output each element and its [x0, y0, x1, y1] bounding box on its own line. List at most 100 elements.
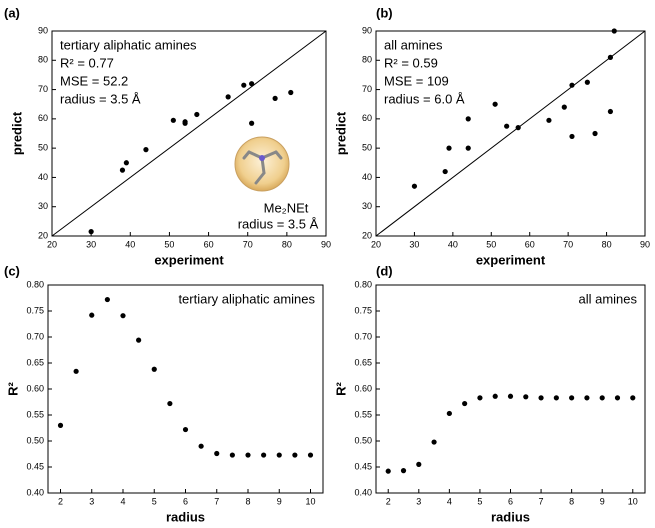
y-tick-label: 0.65	[26, 357, 44, 367]
data-point	[507, 393, 514, 399]
y-tick-label: 0.40	[26, 487, 44, 497]
x-tick-label: 90	[640, 239, 650, 249]
y-axis-label: R²	[5, 381, 20, 395]
molecule-inset	[234, 136, 290, 192]
annotation: radius = 6.0 Å	[384, 91, 465, 106]
x-tick-label: 8	[245, 496, 250, 506]
data-point	[569, 395, 575, 401]
x-tick-label: 3	[89, 496, 94, 506]
y-tick-label: 0.45	[354, 461, 372, 471]
y-tick-label: 40	[38, 172, 48, 182]
plot-frame	[375, 284, 646, 494]
annotation: R² = 0.77	[60, 55, 114, 70]
data-point	[477, 395, 483, 401]
data-point	[307, 452, 314, 458]
y-tick-label: 70	[38, 84, 48, 94]
y-tick-label: 0.40	[354, 487, 372, 497]
y-tick-label: 0.60	[354, 383, 372, 393]
annotation: R² = 0.59	[384, 55, 438, 70]
y-tick-label: 0.50	[354, 435, 372, 445]
x-tick-label: 2	[58, 496, 63, 506]
y-tick-label: 20	[362, 230, 372, 240]
data-point	[584, 395, 590, 401]
x-tick-label: 10	[628, 496, 638, 506]
y-tick-label: 0.45	[26, 461, 44, 471]
reference-diagonal	[51, 30, 327, 237]
data-point	[136, 337, 142, 343]
x-tick-label: 3	[416, 496, 421, 506]
data-point	[292, 452, 298, 458]
annotation: MSE = 109	[384, 73, 449, 88]
x-tick-label: 80	[602, 239, 612, 249]
x-tick-label: 30	[86, 239, 96, 249]
y-tick-label: 20	[38, 230, 48, 240]
x-tick-label: 60	[525, 239, 535, 249]
data-point	[198, 443, 204, 449]
data-point	[614, 395, 621, 401]
y-tick-label: 90	[362, 25, 372, 35]
data-point	[194, 111, 200, 118]
y-axis-label: predict	[9, 111, 24, 155]
x-tick-label: 7	[539, 496, 544, 506]
data-point	[411, 183, 418, 189]
plot-frame	[375, 30, 646, 237]
data-point	[462, 400, 468, 407]
y-axis-label: R²	[333, 381, 348, 395]
plot-frame	[47, 284, 324, 494]
data-point	[553, 395, 559, 401]
data-point	[442, 168, 448, 175]
x-axis-label: experiment	[476, 252, 546, 267]
data-point	[261, 452, 267, 458]
data-point	[151, 366, 157, 372]
x-tick-label: 10	[305, 496, 315, 506]
data-point	[241, 82, 247, 88]
y-tick-label: 0.50	[26, 435, 44, 445]
x-tick-label: 2	[386, 496, 391, 506]
x-tick-label: 5	[477, 496, 482, 506]
y-tick-label: 50	[362, 143, 372, 153]
data-point	[170, 117, 176, 123]
data-point	[569, 82, 575, 88]
x-tick-label: 6	[508, 496, 513, 506]
y-tick-label: 0.60	[26, 383, 44, 393]
reference-diagonal	[375, 30, 646, 237]
data-point	[569, 133, 575, 140]
x-tick-label: 50	[486, 239, 496, 249]
x-tick-label: 40	[125, 239, 135, 249]
data-point	[607, 54, 614, 60]
data-point	[225, 94, 231, 100]
x-tick-label: 8	[569, 496, 574, 506]
data-point	[249, 120, 255, 126]
data-point	[229, 452, 235, 458]
annotation: Me₂NEt	[264, 200, 309, 215]
data-point	[584, 79, 590, 85]
x-axis-label: radius	[491, 509, 530, 523]
x-tick-label: 60	[204, 239, 214, 249]
data-point	[120, 313, 126, 319]
panel-label: (d)	[376, 263, 393, 278]
annotation: all amines	[384, 37, 443, 52]
data-point	[143, 147, 149, 153]
y-tick-label: 80	[362, 55, 372, 65]
data-point	[89, 312, 95, 318]
x-tick-label: 80	[282, 239, 292, 249]
x-tick-label: 4	[120, 496, 125, 506]
y-tick-label: 0.80	[26, 279, 44, 289]
data-point	[272, 95, 278, 101]
x-tick-label: 7	[214, 496, 219, 506]
data-point	[245, 452, 251, 458]
y-tick-label: 0.55	[26, 409, 44, 419]
data-point	[214, 450, 220, 457]
y-tick-label: 60	[362, 113, 372, 123]
data-point	[73, 368, 79, 374]
x-axis-label: experiment	[154, 252, 224, 267]
x-tick-label: 30	[409, 239, 419, 249]
data-point	[546, 117, 552, 123]
x-tick-label: 70	[563, 239, 573, 249]
y-tick-label: 30	[362, 201, 372, 211]
panel-label: (a)	[4, 5, 20, 20]
y-tick-label: 0.70	[354, 331, 372, 341]
annotation: tertiary aliphatic amines	[178, 291, 315, 306]
x-tick-label: 6	[183, 496, 188, 506]
y-axis-label: predict	[333, 111, 348, 155]
